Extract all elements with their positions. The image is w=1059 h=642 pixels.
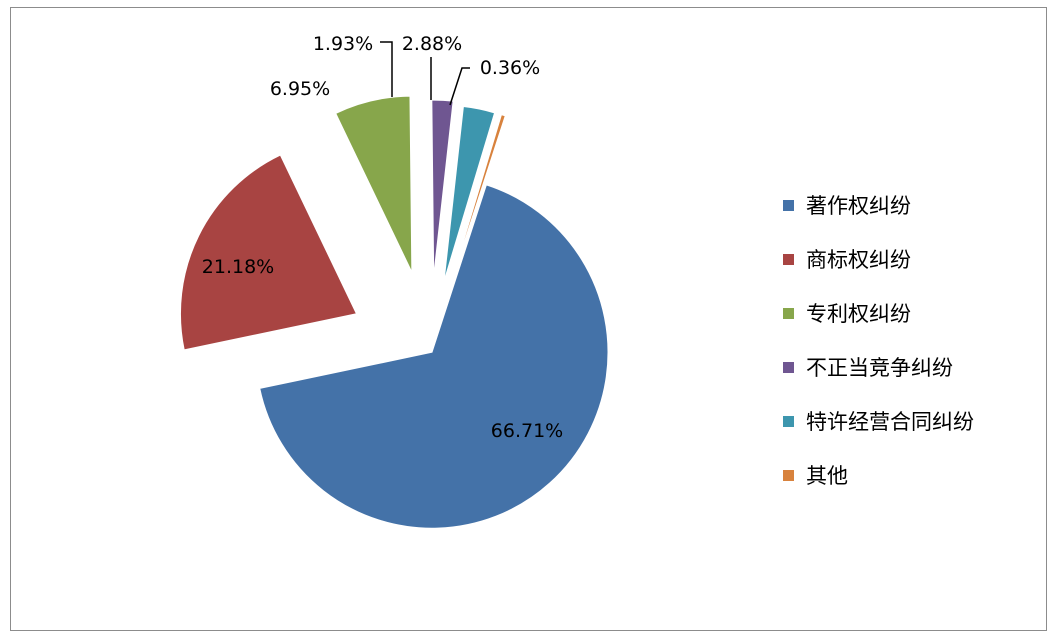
legend-swatch	[783, 361, 794, 373]
legend: 著作权纠纷 商标权纠纷 专利权纠纷 不正当竞争纠纷 特许经营合同纠纷 其他	[783, 178, 1043, 502]
slice-label: 1.93%	[313, 33, 373, 55]
slice-label: 2.88%	[402, 33, 462, 55]
legend-item: 商标权纠纷	[783, 232, 1043, 286]
legend-label: 特许经营合同纠纷	[806, 410, 974, 434]
pie-slice	[259, 184, 609, 529]
legend-swatch	[783, 469, 794, 481]
legend-swatch	[783, 253, 794, 265]
slice-label: 66.71%	[491, 420, 563, 442]
legend-label: 专利权纠纷	[806, 302, 911, 326]
slice-label: 0.36%	[480, 57, 540, 79]
slice-label: 6.95%	[270, 78, 330, 100]
pie-slice	[180, 154, 358, 351]
legend-swatch	[783, 307, 794, 319]
legend-item: 著作权纠纷	[783, 178, 1043, 232]
legend-item: 不正当竞争纠纷	[783, 340, 1043, 394]
legend-item: 专利权纠纷	[783, 286, 1043, 340]
legend-label: 其他	[806, 464, 848, 488]
pie-slice	[431, 99, 454, 277]
legend-label: 不正当竞争纠纷	[806, 356, 953, 380]
legend-item: 特许经营合同纠纷	[783, 394, 1043, 448]
legend-swatch	[783, 199, 794, 211]
leader-line	[449, 67, 470, 106]
pie-slice	[335, 95, 413, 273]
slice-label: 21.18%	[202, 256, 274, 278]
leader-line	[380, 41, 393, 97]
pie-slice	[443, 105, 496, 282]
legend-label: 著作权纠纷	[806, 194, 911, 218]
legend-swatch	[783, 415, 794, 427]
chart-frame	[10, 7, 1047, 631]
legend-item: 其他	[783, 448, 1043, 502]
pie-slice	[450, 113, 506, 284]
legend-label: 商标权纠纷	[806, 248, 911, 272]
